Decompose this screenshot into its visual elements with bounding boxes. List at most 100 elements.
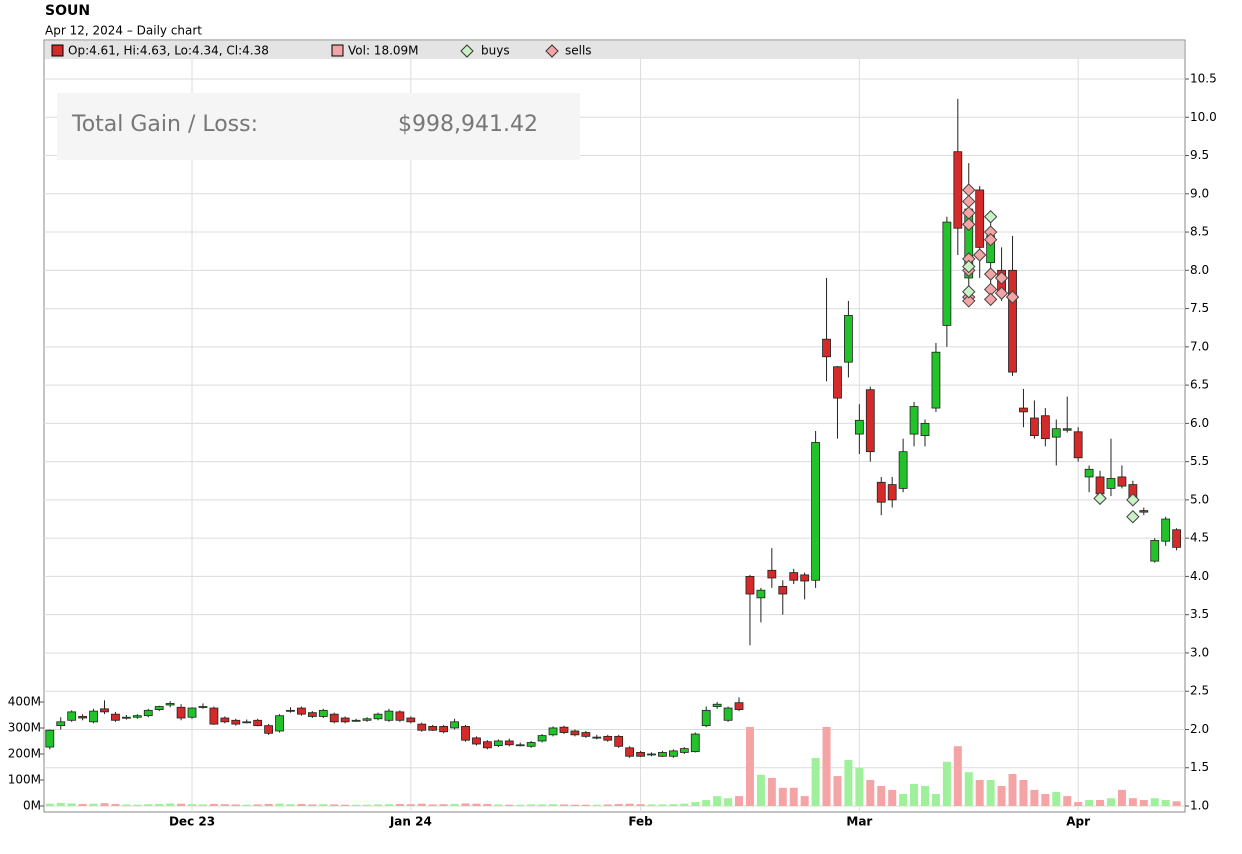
summary-label: Total Gain / Loss: bbox=[71, 112, 258, 137]
volume-bar bbox=[822, 726, 831, 806]
y-tick-label: 4.5 bbox=[1190, 531, 1209, 545]
summary-value: $998,941.42 bbox=[398, 112, 538, 137]
volume-bar bbox=[767, 777, 776, 806]
candle-body bbox=[395, 711, 405, 721]
y-tick-label: 8.0 bbox=[1190, 263, 1209, 277]
volume-bar bbox=[1161, 800, 1170, 806]
candle-body bbox=[165, 703, 175, 706]
candle-body bbox=[504, 740, 514, 746]
y-tick-label: 5.0 bbox=[1190, 492, 1209, 506]
volume-bar bbox=[308, 804, 317, 806]
sell-marker bbox=[962, 217, 976, 232]
volume-bar bbox=[549, 804, 558, 806]
candle-body bbox=[428, 726, 438, 731]
candle-body bbox=[220, 717, 230, 723]
candle-body bbox=[1040, 415, 1050, 440]
volume-bar bbox=[778, 787, 787, 806]
volume-bar bbox=[724, 798, 733, 806]
volume-bar bbox=[198, 804, 207, 806]
volume-bar bbox=[45, 803, 54, 806]
candle-body bbox=[1019, 407, 1028, 413]
volume-bar bbox=[209, 803, 218, 806]
volume-bar bbox=[581, 804, 590, 806]
candle-body bbox=[1051, 428, 1061, 438]
volume-bar bbox=[1150, 798, 1159, 806]
volume-bar bbox=[363, 804, 372, 806]
candle-body bbox=[756, 589, 766, 599]
volume-bar bbox=[570, 804, 579, 806]
volume-bar bbox=[964, 772, 973, 806]
candle-body bbox=[800, 574, 810, 582]
volume-bar bbox=[1063, 796, 1072, 806]
candle-body bbox=[515, 744, 525, 747]
candle-body bbox=[384, 710, 394, 721]
volume-bar bbox=[297, 803, 306, 806]
y-tick-label: 2.0 bbox=[1190, 722, 1209, 736]
candle-body bbox=[373, 713, 383, 720]
candle-body bbox=[887, 484, 897, 501]
legend-swatch bbox=[51, 44, 64, 57]
y-tick-label: 4.0 bbox=[1190, 569, 1209, 583]
candle-body bbox=[472, 737, 481, 745]
buy-marker bbox=[962, 285, 976, 299]
volume-bar bbox=[450, 803, 459, 806]
candle-body bbox=[351, 719, 361, 722]
volume-bar bbox=[286, 804, 295, 806]
volume-bar bbox=[811, 757, 820, 806]
volume-bar bbox=[735, 796, 744, 806]
y-tick-label: 9.5 bbox=[1190, 148, 1209, 162]
volume-bar bbox=[888, 789, 897, 806]
candle-body bbox=[942, 221, 952, 326]
candle-body bbox=[275, 715, 284, 732]
candle-body bbox=[209, 707, 219, 725]
volume-bar bbox=[789, 787, 798, 806]
candle-body bbox=[734, 702, 744, 710]
legend-swatch bbox=[331, 44, 344, 57]
candle-body bbox=[450, 721, 459, 729]
candle-body bbox=[154, 706, 164, 710]
volume-bar bbox=[559, 804, 568, 806]
candle-body bbox=[1161, 518, 1171, 542]
volume-bar bbox=[592, 804, 601, 806]
candle-body bbox=[789, 572, 799, 581]
plot-frame bbox=[43, 39, 1186, 813]
volume-bar bbox=[877, 785, 886, 806]
y2-tick-label: 300M bbox=[8, 721, 41, 735]
candle-body bbox=[417, 723, 427, 731]
volume-bar bbox=[1096, 800, 1105, 806]
candle-body bbox=[1008, 269, 1017, 373]
volume-bar bbox=[997, 785, 1006, 806]
candle-body bbox=[526, 742, 536, 747]
y-tick-label: 9.0 bbox=[1190, 186, 1209, 200]
volume-bar bbox=[1106, 798, 1115, 806]
y-tick-label: 7.0 bbox=[1190, 339, 1209, 353]
volume-bar bbox=[406, 804, 415, 806]
volume-bar bbox=[483, 803, 492, 806]
candle-body bbox=[100, 708, 109, 713]
sell-marker bbox=[983, 292, 998, 307]
sell-marker bbox=[994, 286, 1009, 300]
volume-bar bbox=[384, 804, 393, 806]
chart-subtitle: Apr 12, 2024 – Daily chart bbox=[45, 24, 202, 38]
volume-bar bbox=[231, 804, 240, 806]
volume-bar bbox=[614, 803, 623, 806]
y-tick-label: 6.5 bbox=[1190, 378, 1209, 392]
candle-body bbox=[647, 753, 656, 756]
candle-body bbox=[570, 730, 580, 736]
candle-body bbox=[253, 719, 263, 727]
candle-body bbox=[1172, 529, 1182, 548]
volume-bar bbox=[844, 759, 853, 806]
candle-body bbox=[45, 729, 55, 748]
candle-body bbox=[67, 711, 77, 721]
y-tick-label: 2.5 bbox=[1190, 684, 1209, 698]
candle-body bbox=[778, 585, 788, 595]
legend-swatch bbox=[460, 44, 474, 58]
candle-body bbox=[636, 752, 645, 757]
volume-bar bbox=[527, 804, 536, 806]
volume-bar bbox=[899, 794, 908, 806]
legend-text: Op:4.61, Hi:4.63, Lo:4.34, Cl:4.38 bbox=[68, 44, 269, 58]
summary-box bbox=[57, 93, 580, 160]
candle-body bbox=[854, 419, 864, 435]
y-tick-label: 8.5 bbox=[1190, 225, 1209, 239]
candle-body bbox=[592, 736, 602, 739]
